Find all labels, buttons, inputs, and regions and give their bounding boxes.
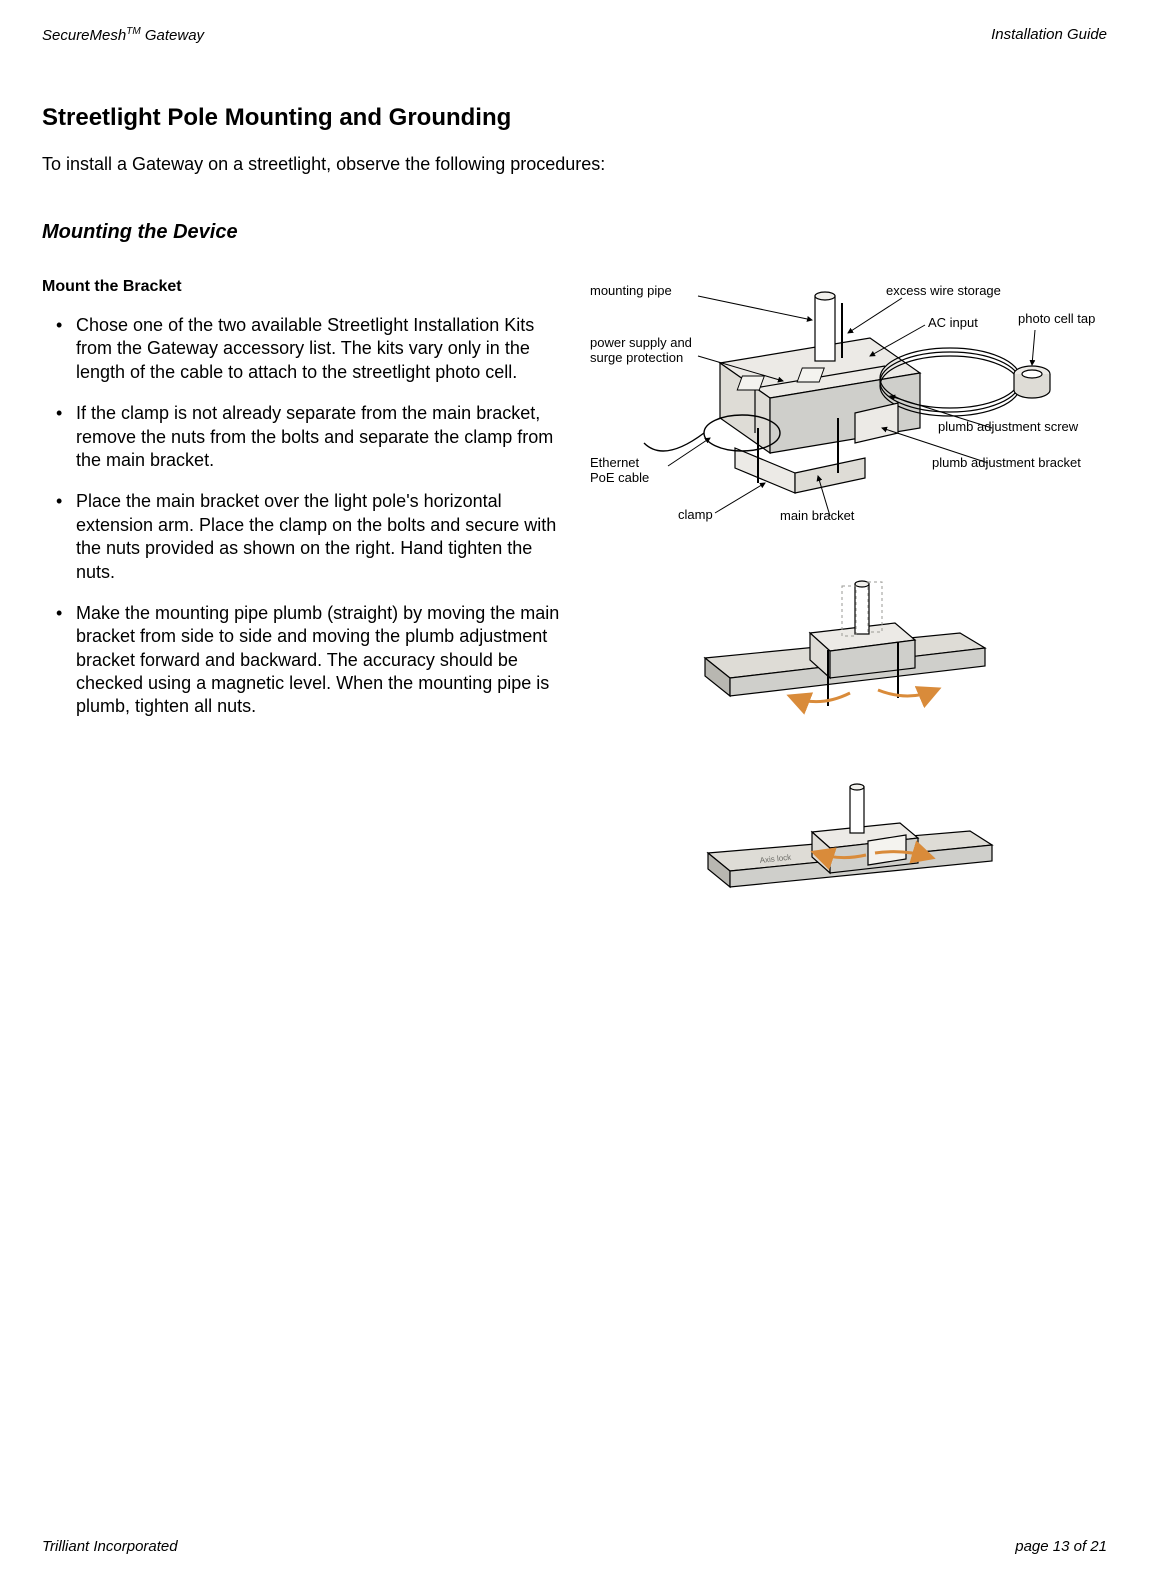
header-product-suffix: Gateway — [141, 27, 204, 44]
footer-left: Trilliant Incorporated — [42, 1538, 178, 1555]
page: SecureMeshTM Gateway Installation Guide … — [0, 0, 1149, 1581]
label-main-bracket: main bracket — [780, 509, 854, 524]
header-right: Installation Guide — [991, 26, 1107, 44]
list-item: Make the mounting pipe plumb (straight) … — [42, 602, 562, 719]
label-plumb-bracket: plumb adjustment bracket — [932, 456, 1081, 471]
label-power-supply: power supply and surge protection — [590, 336, 692, 366]
label-ac-input: AC input — [928, 316, 978, 331]
header-product-name: SecureMesh — [42, 27, 126, 44]
two-column-layout: Mount the Bracket Chose one of the two a… — [42, 278, 1107, 923]
page-title: Streetlight Pole Mounting and Grounding — [42, 104, 1107, 132]
label-plumb-screw: plumb adjustment screw — [938, 420, 1078, 435]
subheading: Mount the Bracket — [42, 278, 562, 296]
list-item: Place the main bracket over the light po… — [42, 490, 562, 584]
right-column: mounting pipe excess wire storage AC inp… — [580, 278, 1107, 923]
section-heading: Mounting the Device — [42, 221, 1107, 244]
intro-text: To install a Gateway on a streetlight, o… — [42, 154, 1107, 175]
adjust-foreaft-diagram: Axis lock — [700, 783, 1000, 918]
label-excess-wire: excess wire storage — [886, 284, 1001, 299]
content: Streetlight Pole Mounting and Grounding … — [42, 104, 1107, 923]
header-tm: TM — [126, 26, 140, 37]
list-item: If the clamp is not already separate fro… — [42, 402, 562, 472]
footer-right: page 13 of 21 — [1015, 1538, 1107, 1555]
bullet-list: Chose one of the two available Streetlig… — [42, 314, 562, 719]
label-ethernet: Ethernet PoE cable — [590, 456, 649, 486]
bracket-diagram: mounting pipe excess wire storage AC inp… — [580, 278, 1100, 538]
label-photo-cell: photo cell tap — [1018, 312, 1095, 327]
page-header: SecureMeshTM Gateway Installation Guide — [42, 26, 1107, 44]
header-left: SecureMeshTM Gateway — [42, 26, 204, 44]
label-mounting-pipe: mounting pipe — [590, 284, 672, 299]
page-footer: Trilliant Incorporated page 13 of 21 — [42, 1538, 1107, 1555]
list-item: Chose one of the two available Streetlig… — [42, 314, 562, 384]
left-column: Mount the Bracket Chose one of the two a… — [42, 278, 562, 737]
label-clamp: clamp — [678, 508, 713, 523]
adjust-side-diagram — [700, 578, 1000, 738]
